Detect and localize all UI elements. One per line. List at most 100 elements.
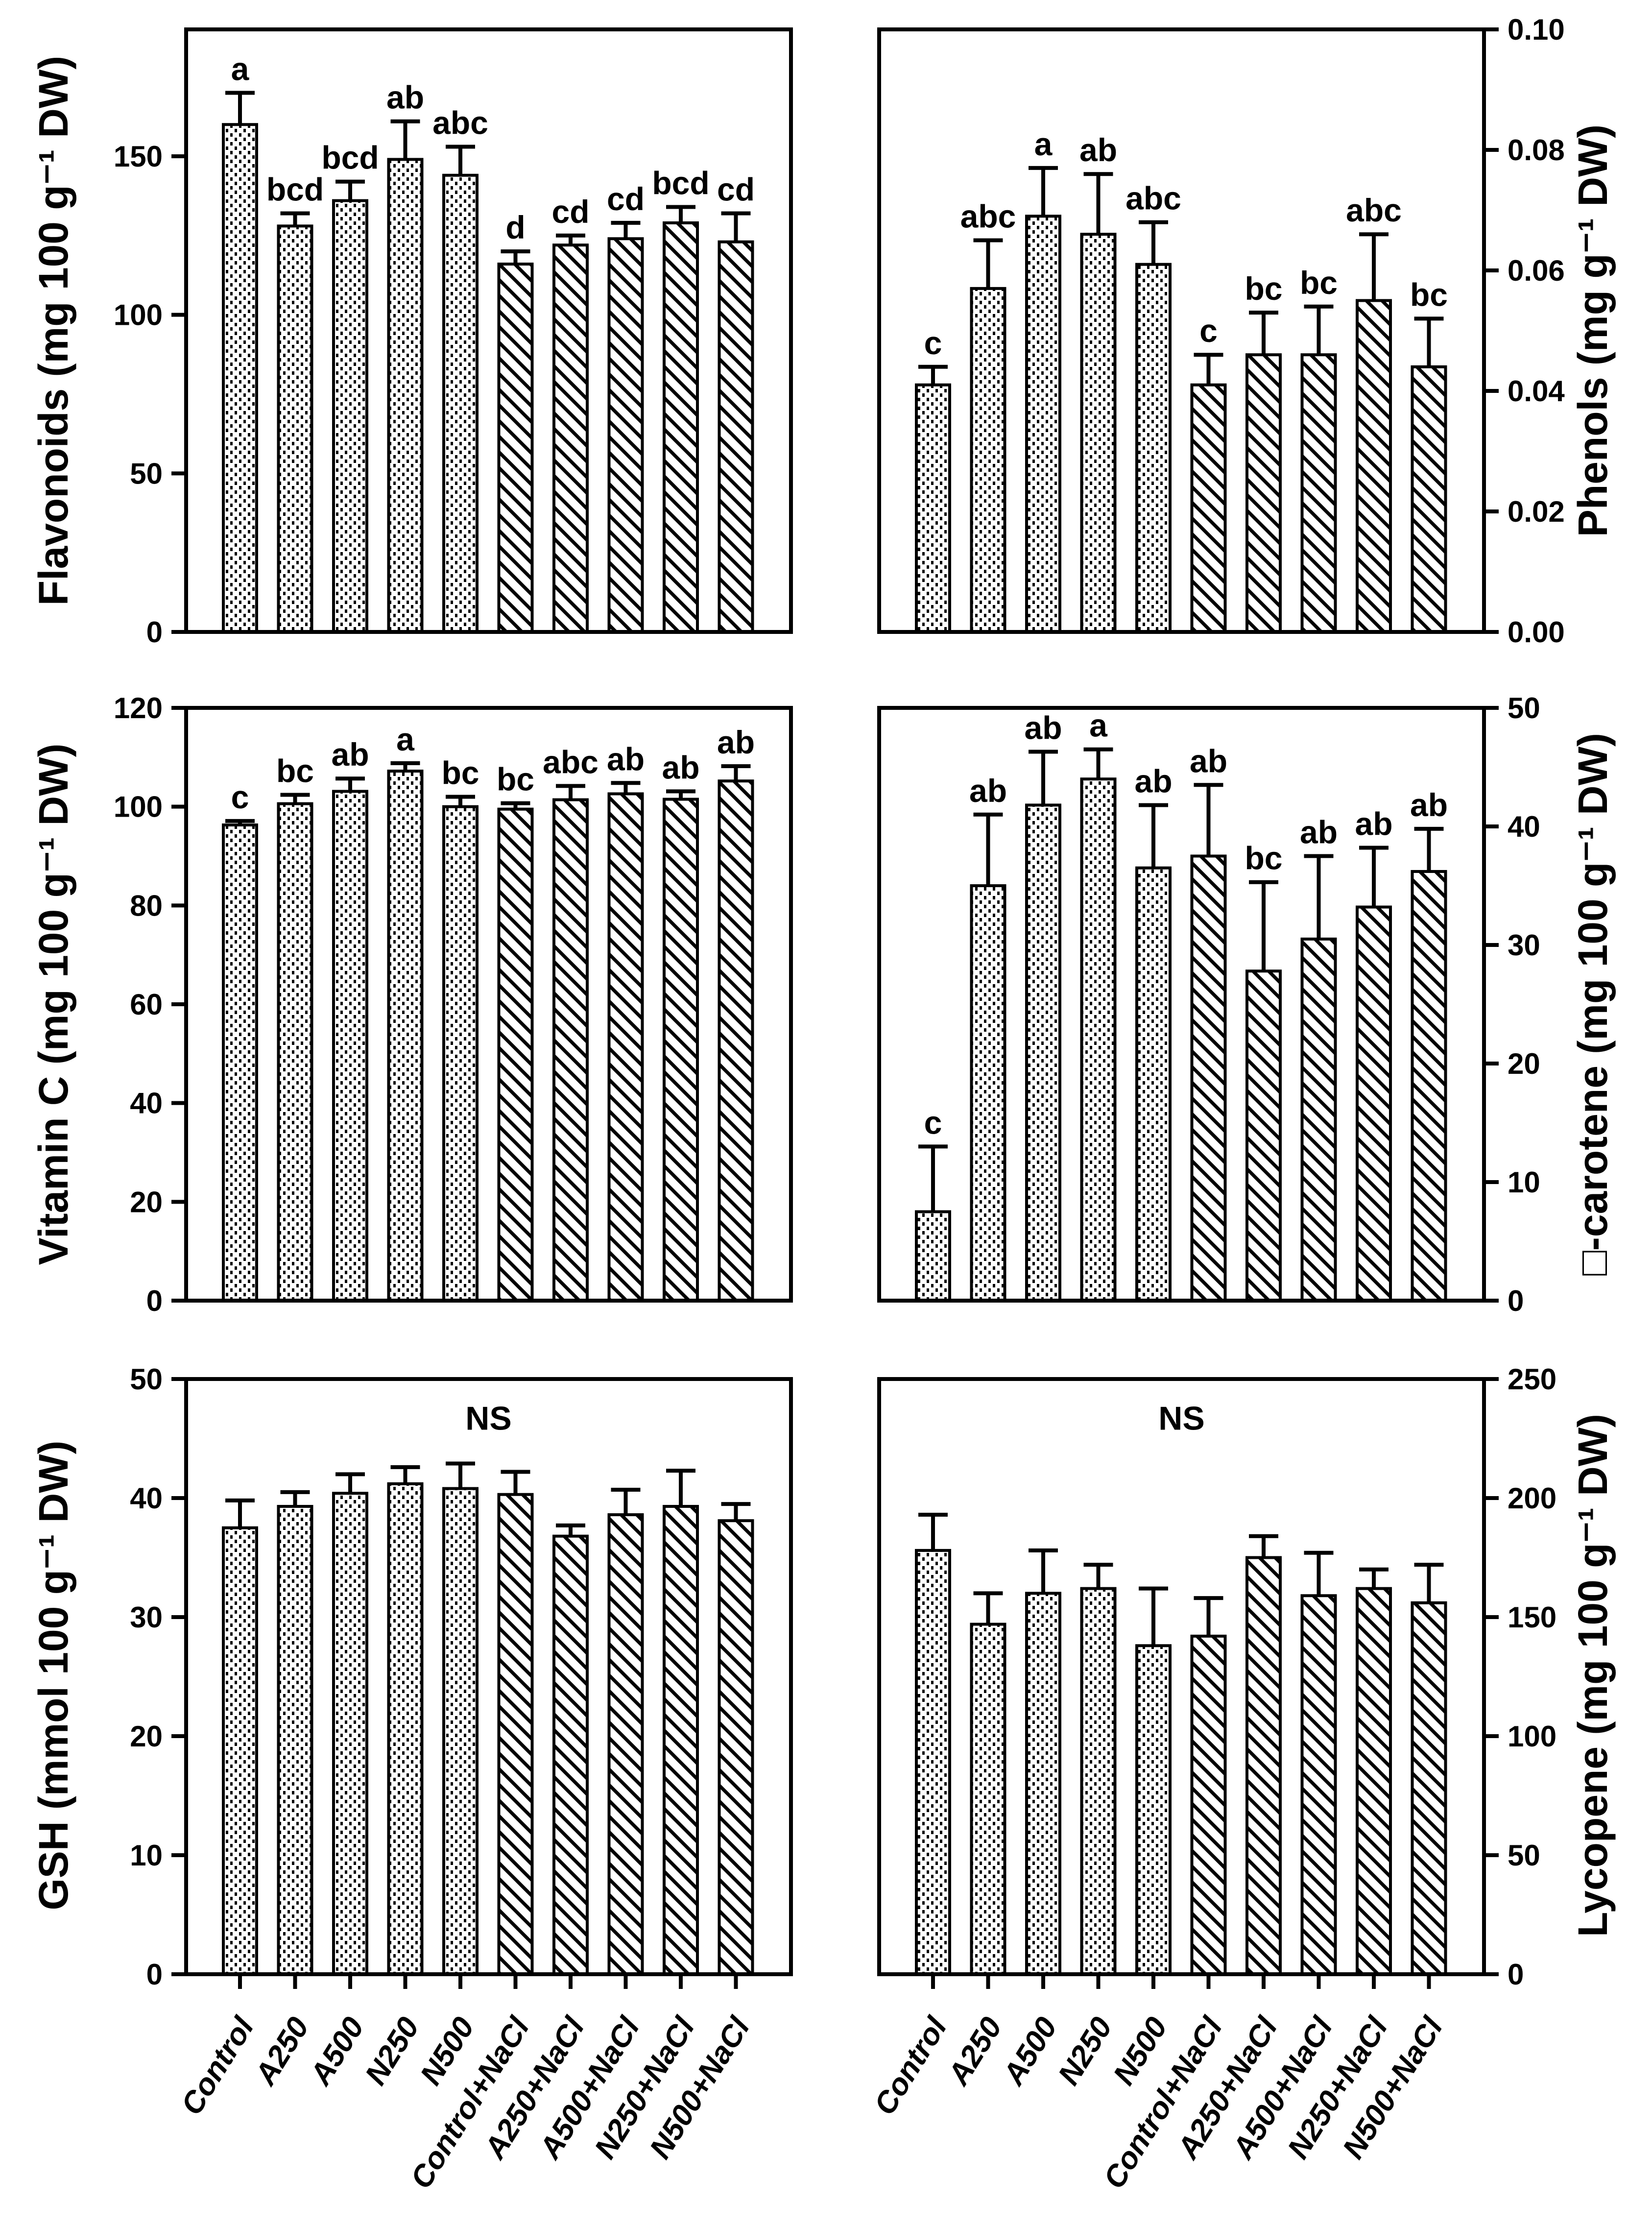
y-tick-label: 120 xyxy=(114,692,163,725)
bar-N250 xyxy=(387,1482,424,1976)
bar-A500+NaCl xyxy=(1300,353,1337,633)
bar-N500+NaCl xyxy=(1411,870,1447,1302)
bar-A250+NaCl xyxy=(1245,969,1282,1302)
y-tick-label: 100 xyxy=(114,791,163,823)
bar-A500 xyxy=(332,1492,368,1976)
plot-frame xyxy=(184,1377,793,1976)
bar-N500 xyxy=(442,805,479,1302)
y-tick-label: 100 xyxy=(114,299,163,332)
sig-letter: bcd xyxy=(266,171,324,207)
bar-N250 xyxy=(387,158,424,633)
y-tick-label: 0.10 xyxy=(1508,13,1565,46)
y-tick-label: 0.04 xyxy=(1508,375,1565,408)
x-category-label: A500 xyxy=(303,2011,371,2092)
bar-Control+NaCl xyxy=(497,807,534,1303)
sig-letter: bcd xyxy=(652,165,709,201)
bar-Control+NaCl xyxy=(1190,854,1227,1302)
y-tick-label: 0.08 xyxy=(1508,134,1565,167)
y-tick-label: 50 xyxy=(130,457,163,490)
sig-letter: bc xyxy=(1245,840,1282,876)
bar-A250 xyxy=(277,224,313,633)
bar-N500 xyxy=(1135,1644,1172,1976)
bar-Control xyxy=(222,123,258,633)
x-category-label: A250 xyxy=(941,2011,1008,2092)
bar-Control xyxy=(915,1549,951,1976)
sig-letter: abc xyxy=(432,105,488,141)
sig-letter: ab xyxy=(1134,763,1172,799)
plot-frame xyxy=(184,27,793,634)
y-tick-label: 0 xyxy=(1508,1284,1524,1317)
plot-frame xyxy=(877,27,1486,634)
sig-letter: bc xyxy=(276,752,314,789)
sig-letter: ab xyxy=(1024,710,1062,746)
sig-letter: a xyxy=(231,50,250,87)
bar-A500 xyxy=(1025,1592,1061,1976)
sig-letter: ab xyxy=(662,749,699,785)
sig-letter: ab xyxy=(1190,743,1227,779)
sig-letter: ab xyxy=(1300,814,1338,850)
bar-A500+NaCl xyxy=(1300,937,1337,1302)
bar-A250+NaCl xyxy=(1245,353,1282,633)
bar-A500 xyxy=(332,199,368,634)
y-tick-label: 40 xyxy=(1508,810,1540,843)
bar-N500+NaCl xyxy=(1411,1601,1447,1976)
y-tick-label: 0.02 xyxy=(1508,495,1565,528)
sig-letter: a xyxy=(396,721,415,757)
y-tick-label: 40 xyxy=(130,1087,163,1120)
y-tick-label: 50 xyxy=(1508,692,1540,725)
bar-N250+NaCl xyxy=(1356,1587,1392,1976)
sig-letter: c xyxy=(231,779,249,815)
bar-N250+NaCl xyxy=(663,1505,699,1976)
sig-letter: abc xyxy=(1346,192,1402,228)
plot-frame xyxy=(877,1377,1486,1976)
y-tick-label: 0 xyxy=(146,616,163,649)
y-tick-label: 100 xyxy=(1508,1720,1556,1753)
x-category-label: Control xyxy=(175,2010,261,2121)
bar-A250+NaCl xyxy=(552,798,589,1303)
bar-N250 xyxy=(387,770,424,1302)
bar-A250+NaCl xyxy=(552,243,589,634)
bar-Control+NaCl xyxy=(497,1493,534,1976)
bar-N500+NaCl xyxy=(1411,365,1447,633)
bar-N500+NaCl xyxy=(718,779,754,1302)
sig-letter: ab xyxy=(1410,787,1448,823)
y-tick-label: 80 xyxy=(130,889,163,922)
ns-annotation: NS xyxy=(1158,1400,1204,1437)
bar-N250 xyxy=(1080,777,1117,1302)
sig-letter: ab xyxy=(1079,132,1117,168)
bar-Control+NaCl xyxy=(1190,383,1227,633)
chart-gsh: ControlA250A500N250N500Control+NaClA250+… xyxy=(130,1363,793,2195)
x-category-label: A250 xyxy=(248,2011,315,2092)
bar-Control xyxy=(222,1526,258,1976)
y-tick-label: 50 xyxy=(130,1363,163,1396)
x-category-label: A500 xyxy=(996,2011,1064,2092)
sig-letter: bc xyxy=(1245,270,1282,307)
sig-letter: abc xyxy=(1125,180,1181,217)
bar-N500+NaCl xyxy=(718,1519,754,1976)
bar-N250+NaCl xyxy=(1356,299,1392,633)
sig-letter: abc xyxy=(960,198,1016,235)
bar-A250 xyxy=(277,1505,313,1976)
y-tick-label: 40 xyxy=(130,1482,163,1515)
y-tick-label: 150 xyxy=(1508,1601,1556,1634)
sig-letter: cd xyxy=(551,194,589,230)
bar-A500+NaCl xyxy=(1300,1594,1337,1976)
bar-A250 xyxy=(277,802,313,1303)
sig-letter: abc xyxy=(543,744,599,780)
plot-frame xyxy=(877,706,1486,1303)
sig-letter: bcd xyxy=(321,140,379,176)
y-tick-label: 60 xyxy=(130,988,163,1021)
bar-A250 xyxy=(970,884,1006,1302)
bar-N500 xyxy=(1135,866,1172,1302)
plot-frame xyxy=(184,706,793,1303)
y-tick-label: 10 xyxy=(130,1839,163,1872)
bar-A500 xyxy=(1025,803,1061,1302)
bar-A500+NaCl xyxy=(607,237,644,633)
bar-A500 xyxy=(1025,215,1061,633)
y-tick-label: 150 xyxy=(114,140,163,173)
sig-letter: c xyxy=(1199,313,1218,349)
bar-A250+NaCl xyxy=(1245,1556,1282,1976)
